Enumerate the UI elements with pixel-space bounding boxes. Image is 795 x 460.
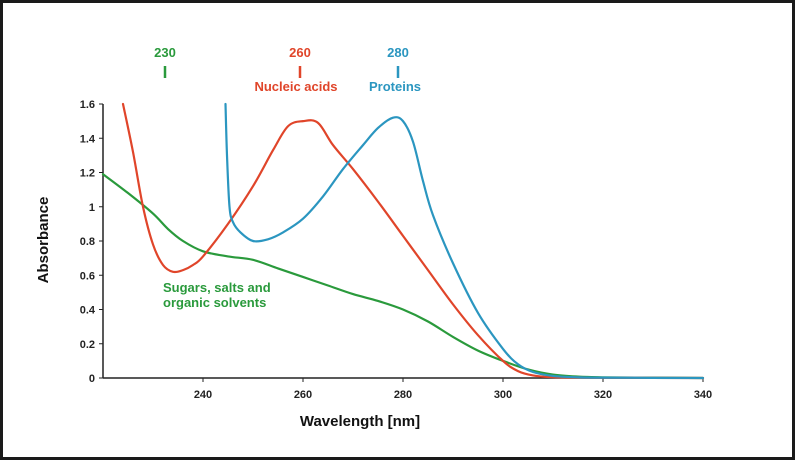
x-tick-label: 300	[494, 389, 512, 401]
y-tick-label: 1	[89, 202, 95, 214]
y-ticks: 0 0.2 0.4 0.6 0.8 1 1.2 1.4 1.6	[80, 99, 103, 385]
y-tick-label: 1.4	[80, 133, 96, 145]
x-ticks: 240 260 280 300 320 340	[194, 378, 712, 401]
y-tick-label: 1.6	[80, 99, 95, 111]
annotation-sugars-line-1: Sugars, salts and	[163, 280, 271, 295]
x-axis-title: Wavelength [nm]	[300, 413, 420, 430]
y-tick-label: 0.8	[80, 236, 95, 248]
annotation-230: 230	[154, 45, 176, 78]
y-tick-label: 1.2	[80, 168, 95, 180]
x-tick-label: 280	[394, 389, 412, 401]
annotation-280-label: Proteins	[369, 79, 421, 94]
annotation-260: 260 Nucleic acids	[254, 45, 337, 94]
annotation-260-value: 260	[289, 45, 311, 60]
axes	[102, 104, 703, 379]
series-line-nucleic-acids	[121, 102, 705, 380]
annotation-280: 280 Proteins	[369, 45, 421, 94]
y-tick-label: 0.4	[80, 305, 96, 317]
series-lines	[101, 102, 705, 380]
y-tick-label: 0.2	[80, 339, 95, 351]
y-tick-label: 0	[89, 373, 95, 385]
x-tick-label: 260	[294, 389, 312, 401]
x-tick-label: 340	[694, 389, 712, 401]
annotation-sugars-line-2: organic solvents	[163, 295, 266, 310]
annotation-sugars: Sugars, salts and organic solvents	[163, 280, 271, 310]
x-tick-label: 320	[594, 389, 612, 401]
y-tick-label: 0.6	[80, 270, 95, 282]
series-line-proteins	[224, 102, 705, 380]
annotation-280-value: 280	[387, 45, 409, 60]
x-tick-label: 240	[194, 389, 212, 401]
series-line-sugars-salts-solvents	[101, 173, 705, 380]
annotation-260-label: Nucleic acids	[254, 79, 337, 94]
annotation-230-value: 230	[154, 45, 176, 60]
y-axis-title: Absorbance	[35, 197, 52, 284]
